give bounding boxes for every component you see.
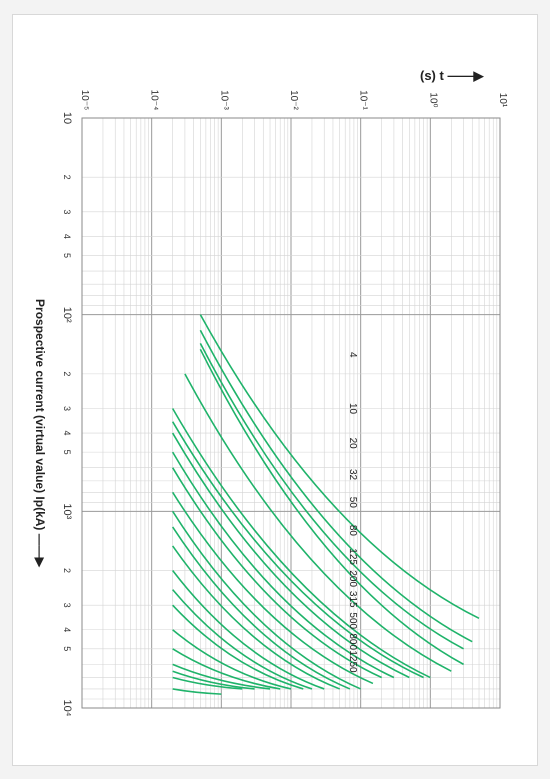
- rating-label: 500: [347, 612, 358, 629]
- time-tick-label: 10⁻²: [288, 90, 299, 110]
- rating-label: 1250: [347, 650, 358, 673]
- current-minor-tick-label: 5: [62, 253, 72, 258]
- rating-label: 80: [347, 525, 358, 537]
- fuse-curve: [172, 604, 304, 690]
- time-tick-label: 10⁻³: [218, 90, 229, 110]
- current-minor-tick-label: 2: [62, 371, 72, 376]
- time-tick-label: 10⁻⁵: [79, 90, 90, 111]
- time-tick-label: 10¹: [497, 93, 508, 108]
- rating-label: 32: [347, 469, 358, 481]
- rating-label: 800: [347, 633, 358, 650]
- current-minor-tick-label: 4: [62, 431, 72, 436]
- current-tick-label: 10³: [61, 503, 73, 519]
- fuse-curve: [199, 343, 464, 650]
- fuse-curve: [172, 570, 325, 690]
- fuse-curve: [171, 421, 424, 679]
- rating-label: 10: [347, 403, 358, 415]
- x-axis-title: Prospective current (virtual value) Ip(k…: [33, 299, 47, 568]
- rating-label: 50: [347, 497, 358, 509]
- time-tick-label: 10⁻¹: [358, 90, 369, 110]
- fuse-curve: [172, 589, 313, 690]
- rating-label: 315: [347, 591, 358, 608]
- fuse-curve: [199, 314, 480, 620]
- fuse-curve: [172, 670, 255, 690]
- rating-label: 125: [347, 548, 358, 565]
- fuse-curve: [184, 373, 452, 672]
- current-minor-tick-label: 3: [62, 406, 72, 411]
- fuse-curve: [171, 467, 382, 679]
- current-tick-label: 10⁴: [61, 700, 73, 717]
- fuse-curve: [172, 676, 243, 690]
- rating-label: 4: [347, 352, 358, 358]
- current-tick-label: 10: [61, 112, 73, 124]
- current-minor-tick-label: 3: [62, 603, 72, 608]
- fuse-curve: [171, 432, 410, 679]
- rating-label: 200: [347, 570, 358, 587]
- time-tick-label: 10⁻⁴: [149, 90, 160, 111]
- current-minor-tick-label: 4: [62, 234, 72, 239]
- current-minor-tick-label: 5: [62, 646, 72, 651]
- current-minor-tick-label: 3: [62, 209, 72, 214]
- fuse-curve: [171, 545, 340, 690]
- current-tick-label: 10²: [61, 307, 73, 323]
- grid: [81, 117, 501, 709]
- current-minor-tick-label: 4: [62, 627, 72, 632]
- fuse-curve: [171, 491, 374, 685]
- fuse-curve: [171, 510, 361, 690]
- time-tick-label: 10⁰: [427, 92, 438, 107]
- plot-frame: [81, 117, 501, 709]
- fuse-curve: [171, 408, 431, 679]
- current-minor-tick-label: 5: [62, 450, 72, 455]
- fuse-curve: [171, 526, 351, 690]
- current-minor-tick-label: 2: [62, 175, 72, 180]
- fuse-curve: [172, 663, 271, 690]
- fuse-curve: [199, 348, 464, 666]
- current-minor-tick-label: 2: [62, 568, 72, 573]
- fuse-curve: [171, 451, 395, 679]
- fuse-curve: [172, 688, 222, 695]
- fuse-curve: [172, 648, 281, 690]
- fuse-curve: [172, 629, 292, 690]
- rating-label: 20: [347, 438, 358, 450]
- fuse-curve: [199, 329, 473, 643]
- y-axis-title: (s) t ——▶: [420, 68, 484, 83]
- curves: [171, 314, 480, 695]
